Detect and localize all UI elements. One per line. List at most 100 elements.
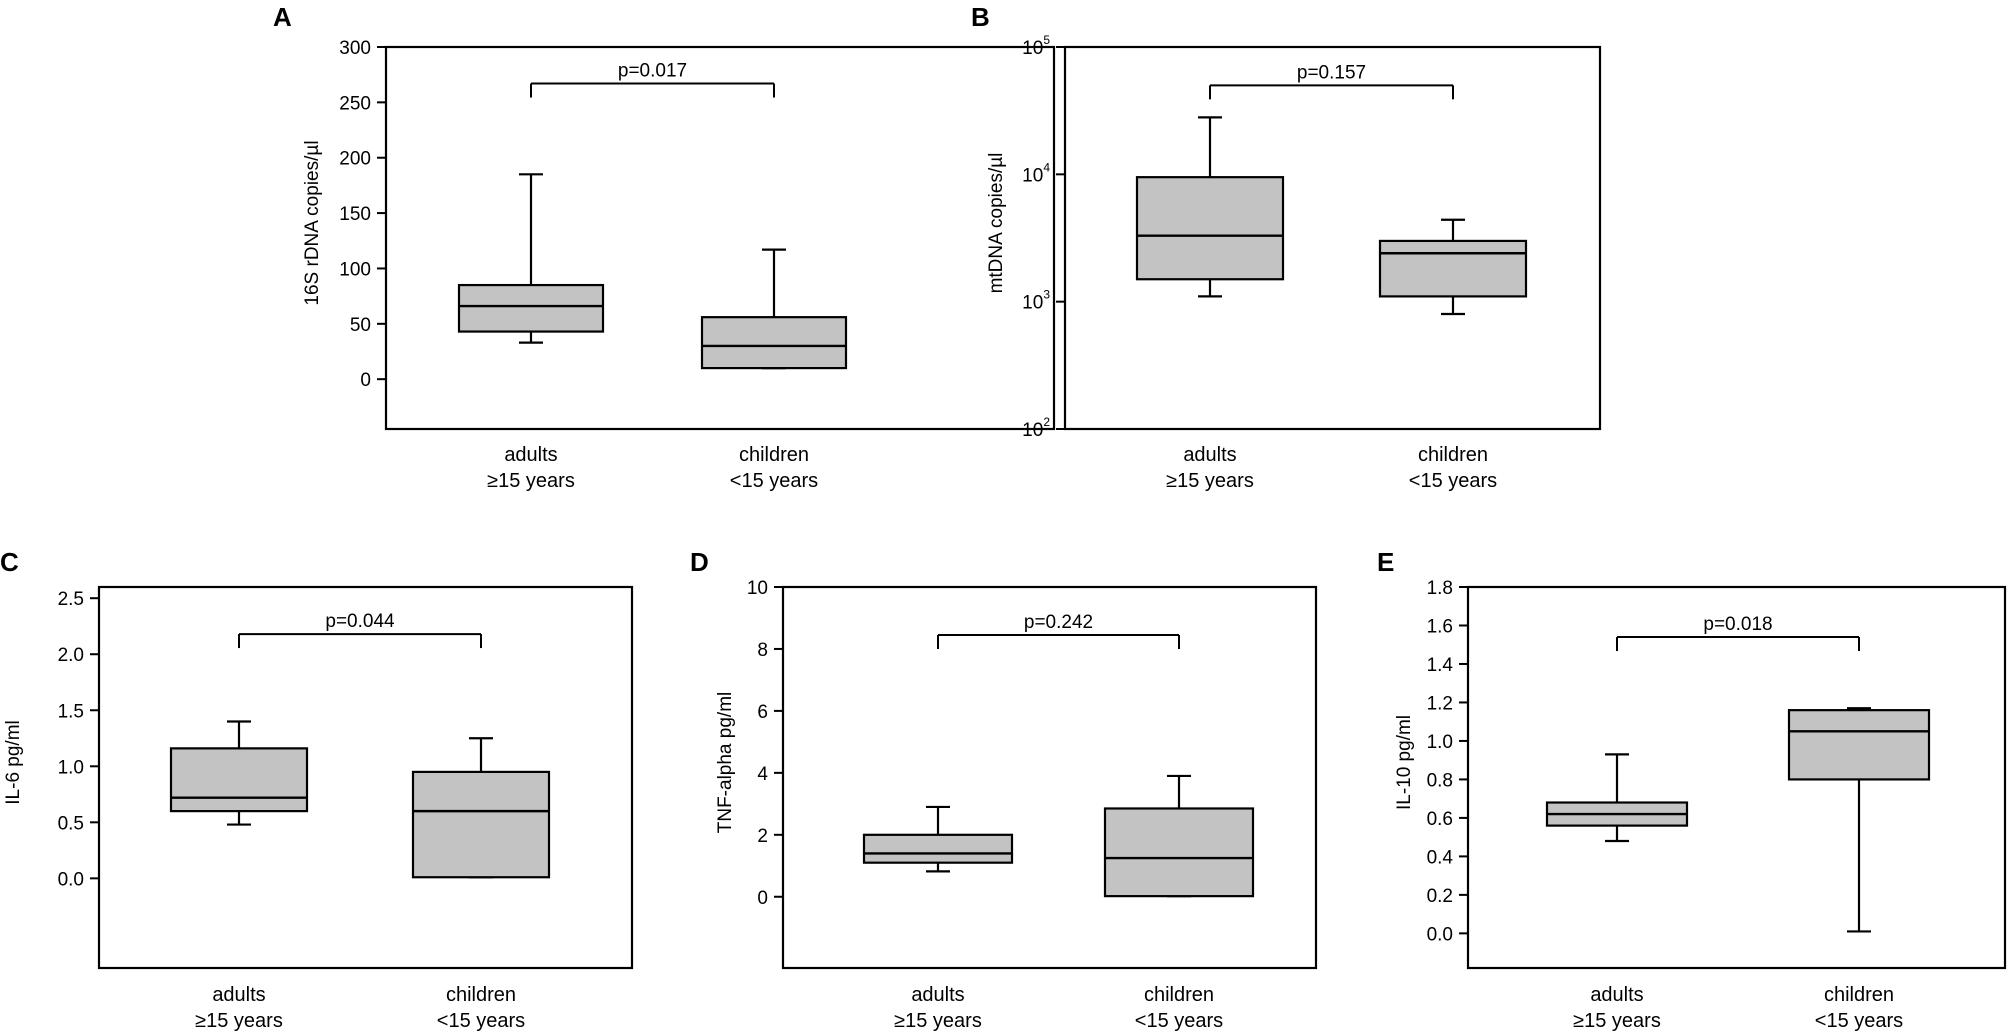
iqr-box [862, 833, 1014, 864]
iqr-box [1787, 709, 1931, 781]
category-label-line1: adults [911, 984, 964, 1006]
p-value-label: p=0.157 [1297, 62, 1366, 83]
y-tick-label: 0.2 [1427, 886, 1453, 907]
y-tick-label: 0.5 [58, 813, 84, 834]
category-label-line2: <15 years [730, 470, 818, 492]
y-tick-label: 200 [339, 149, 371, 170]
plot-frame-e [1466, 585, 2007, 970]
plot-frame-a [384, 45, 1056, 431]
category-label-line2: ≥15 years [894, 1010, 982, 1032]
box-d-adults [862, 805, 1014, 873]
y-tick-label: 0.0 [1427, 924, 1453, 945]
panel-e: E 0.0 0.2 0.4 0.6 0.8 1.0 1.2 1.4 1.6 1.8 IL-10 pg/… [1377, 547, 2007, 1032]
panel-b: B 102 103 104 105 mtDNA copies/µl adults ≥15 ye… [971, 2, 1602, 492]
y-tick-label: 0 [360, 370, 371, 391]
iqr-box [457, 283, 605, 333]
y-tick-label: 6 [757, 702, 768, 723]
significance-bracket-c: p=0.044 [238, 611, 482, 649]
panel-d: D 0 2 4 6 8 10 TNF-alpha pg/ml adults ≥15 years ch… [690, 547, 1318, 1032]
plot-frame-c [97, 585, 634, 970]
plot-frame-d [781, 585, 1318, 970]
y-tick-label: 300 [339, 38, 371, 59]
y-tick-label: 103 [1022, 288, 1050, 314]
iqr-box [700, 316, 848, 370]
y-tick-label: 250 [339, 93, 371, 114]
category-label-line1: children [446, 984, 516, 1006]
box-c-children [411, 737, 551, 879]
category-label-line2: ≥15 years [487, 470, 575, 492]
category-label-line2: ≥15 years [1166, 470, 1254, 492]
category-label-line1: adults [504, 444, 557, 466]
iqr-box [1135, 176, 1285, 281]
significance-bracket-b: p=0.157 [1209, 62, 1454, 100]
box-b-adults [1135, 116, 1285, 298]
box-b-children [1378, 218, 1528, 316]
significance-bracket-e: p=0.018 [1616, 614, 1860, 652]
iqr-box [169, 747, 309, 813]
p-value-label: p=0.018 [1703, 614, 1772, 635]
p-value-label: p=0.242 [1024, 612, 1093, 633]
panel-c: C 0.0 0.5 1.0 1.5 2.0 2.5 IL-6 pg/ml adults ≥15 y… [0, 547, 634, 1032]
category-label-line1: children [739, 444, 809, 466]
panel-letter-e: E [1377, 547, 1394, 577]
y-tick-label: 1.8 [1427, 578, 1453, 599]
category-label-line1: children [1824, 984, 1894, 1006]
y-tick-label: 105 [1022, 33, 1050, 59]
y-tick-label: 0.4 [1427, 847, 1454, 868]
panel-letter-c: C [0, 547, 19, 577]
y-axis-title-e: IL-10 pg/ml [1394, 715, 1415, 810]
y-tick-label: 10 [747, 578, 768, 599]
category-label-line2: <15 years [1135, 1010, 1223, 1032]
y-axis-title-c: IL-6 pg/ml [3, 720, 24, 804]
category-label-line1: adults [1183, 444, 1236, 466]
p-value-label: p=0.017 [618, 61, 687, 82]
plot-frame-b [1063, 45, 1602, 431]
y-tick-label: 2 [757, 826, 768, 847]
y-tick-label: 1.2 [1427, 693, 1453, 714]
y-tick-label: 8 [757, 640, 768, 661]
box-e-adults [1545, 753, 1689, 843]
y-axis-title-a: 16S rDNA copies/µl [302, 140, 323, 305]
panel-a: A 0 50 100 150 200 250 300 16S rDNA copies/µl adu… [273, 2, 1056, 492]
significance-bracket-a: p=0.017 [530, 61, 775, 98]
y-tick-label: 0.6 [1427, 809, 1453, 830]
box-a-children [700, 248, 848, 370]
panel-letter-d: D [690, 547, 709, 577]
y-tick-label: 1.4 [1427, 655, 1454, 676]
y-tick-label: 0 [757, 888, 768, 909]
category-label-line1: children [1144, 984, 1214, 1006]
y-tick-label: 104 [1022, 160, 1050, 186]
y-axis-title-d: TNF-alpha pg/ml [715, 692, 736, 834]
y-tick-label: 100 [339, 259, 371, 280]
category-label-line2: ≥15 years [195, 1010, 283, 1032]
y-tick-label: 0.0 [58, 869, 84, 890]
category-label-line2: <15 years [437, 1010, 525, 1032]
y-tick-label: 4 [757, 764, 768, 785]
y-tick-label: 2.5 [58, 589, 84, 610]
iqr-box [1103, 807, 1255, 898]
y-tick-label: 102 [1022, 415, 1050, 441]
category-label-line2: <15 years [1409, 470, 1497, 492]
category-label-line1: adults [1590, 984, 1643, 1006]
category-label-line1: children [1418, 444, 1488, 466]
category-label-line2: ≥15 years [1573, 1010, 1661, 1032]
y-tick-label: 0.8 [1427, 770, 1453, 791]
y-tick-label: 1.6 [1427, 616, 1453, 637]
category-label-line2: <15 years [1815, 1010, 1903, 1032]
box-c-adults [169, 720, 309, 826]
y-tick-label: 1.0 [58, 757, 84, 778]
category-label-line1: adults [212, 984, 265, 1006]
panel-letter-a: A [273, 2, 292, 32]
iqr-box [411, 770, 551, 879]
y-tick-label: 150 [339, 204, 371, 225]
box-d-children [1103, 774, 1255, 898]
y-tick-label: 1.0 [1427, 732, 1453, 753]
box-e-children [1787, 707, 1931, 933]
panel-letter-b: B [971, 2, 990, 32]
y-tick-label: 1.5 [58, 701, 84, 722]
box-a-adults [457, 173, 605, 344]
y-tick-label: 2.0 [58, 645, 84, 666]
iqr-box [1378, 239, 1528, 298]
p-value-label: p=0.044 [325, 611, 395, 632]
